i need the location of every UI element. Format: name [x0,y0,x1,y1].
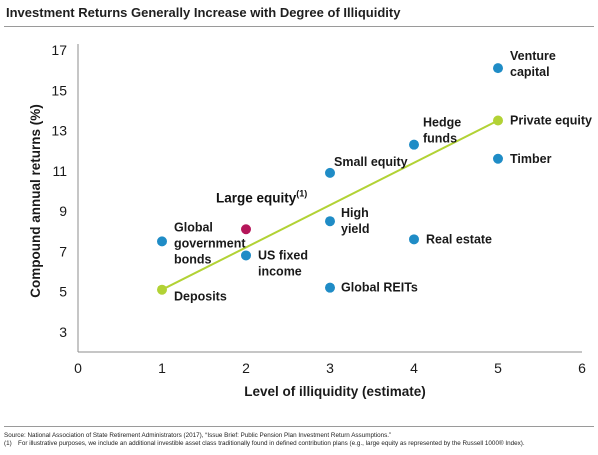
label-line: Small equity [334,155,408,169]
label-line: Global [174,220,213,234]
label-line: US fixed [258,248,308,262]
label-line: Timber [510,152,552,166]
label-private-equity: Private equity [510,114,592,128]
label-large-equity: Large equity(1) [216,188,307,205]
y-tick-label: 17 [51,42,67,58]
label-line: Global REITs [341,281,418,295]
y-tick-label: 3 [59,324,67,340]
label-line: Deposits [174,290,227,304]
point-private-equity [493,115,503,126]
scatter-chart: 3 5 7 9 11 13 15 17 0 1 2 3 4 5 6 Level of illiquidity … [28,42,592,399]
y-axis-title: Compound annual returns (%) [28,104,43,298]
trendline [161,119,499,291]
footnote-number: (1) [4,440,12,447]
x-tick-label: 6 [578,360,586,376]
point-global-government-bonds [157,236,167,247]
data-points [157,63,503,295]
point-large-equity [241,224,251,235]
label-line: bonds [174,252,212,266]
label-line: capital [510,65,550,79]
point-high-yield [325,216,335,227]
label-line: Hedge [423,116,461,130]
axes: 3 5 7 9 11 13 15 17 0 1 2 3 4 5 6 Level of illiquidity … [28,42,586,399]
label-hedge-funds: Hedge funds [423,116,461,146]
y-tick-label: 5 [59,284,67,300]
label-line: Real estate [426,232,492,246]
point-hedge-funds [409,139,419,150]
point-real-estate [409,234,419,245]
label-real-estate: Real estate [426,232,492,246]
footnote-text: For illustrative purposes, we include an… [18,440,525,447]
label-global-government-bonds: Global government bonds [174,220,246,266]
footnote: (1) For illustrative purposes, we include… [4,440,525,447]
x-tick-label: 1 [158,360,166,376]
x-tick-label: 5 [494,360,502,376]
label-line: Private equity [510,114,592,128]
label-venture-capital: Venture capital [510,49,556,79]
label-line: funds [423,132,457,146]
chart-title: Investment Returns Generally Increase wi… [6,5,401,20]
label-high-yield: High yield [341,206,370,236]
label-line: government [174,236,246,250]
label-timber: Timber [510,152,552,166]
point-deposits [157,284,167,295]
label-line: yield [341,222,370,236]
title-divider [4,26,594,27]
label-global-reits: Global REITs [341,281,418,295]
x-tick-label: 4 [410,360,418,376]
point-timber [493,153,503,164]
y-tick-label: 15 [51,82,67,98]
data-labels: Venture capital Private equity Timber Hedge f… [174,49,592,304]
source-note: Source: National Association of State Re… [4,432,392,439]
point-global-reits [325,282,335,293]
y-tick-label: 11 [52,163,67,179]
x-axis-title: Level of illiquidity (estimate) [244,384,426,399]
label-deposits: Deposits [174,290,227,304]
trendline-group [161,119,499,291]
y-tick-label: 7 [59,243,67,259]
y-tick-label: 13 [51,123,67,139]
label-line: Large equity [216,190,297,205]
label-line: Venture [510,49,556,63]
x-tick-label: 0 [74,360,82,376]
x-tick-label: 3 [326,360,334,376]
footnote-marker: (1) [296,188,307,198]
point-us-fixed-income [241,250,251,261]
point-venture-capital [493,63,503,74]
point-small-equity [325,167,335,178]
y-tick-label: 9 [59,203,67,219]
footnote-divider [4,426,594,427]
label-small-equity: Small equity [334,155,408,169]
label-line: income [258,264,302,278]
label-line: High [341,206,369,220]
x-tick-label: 2 [242,360,250,376]
label-us-fixed-income: US fixed income [258,248,308,278]
